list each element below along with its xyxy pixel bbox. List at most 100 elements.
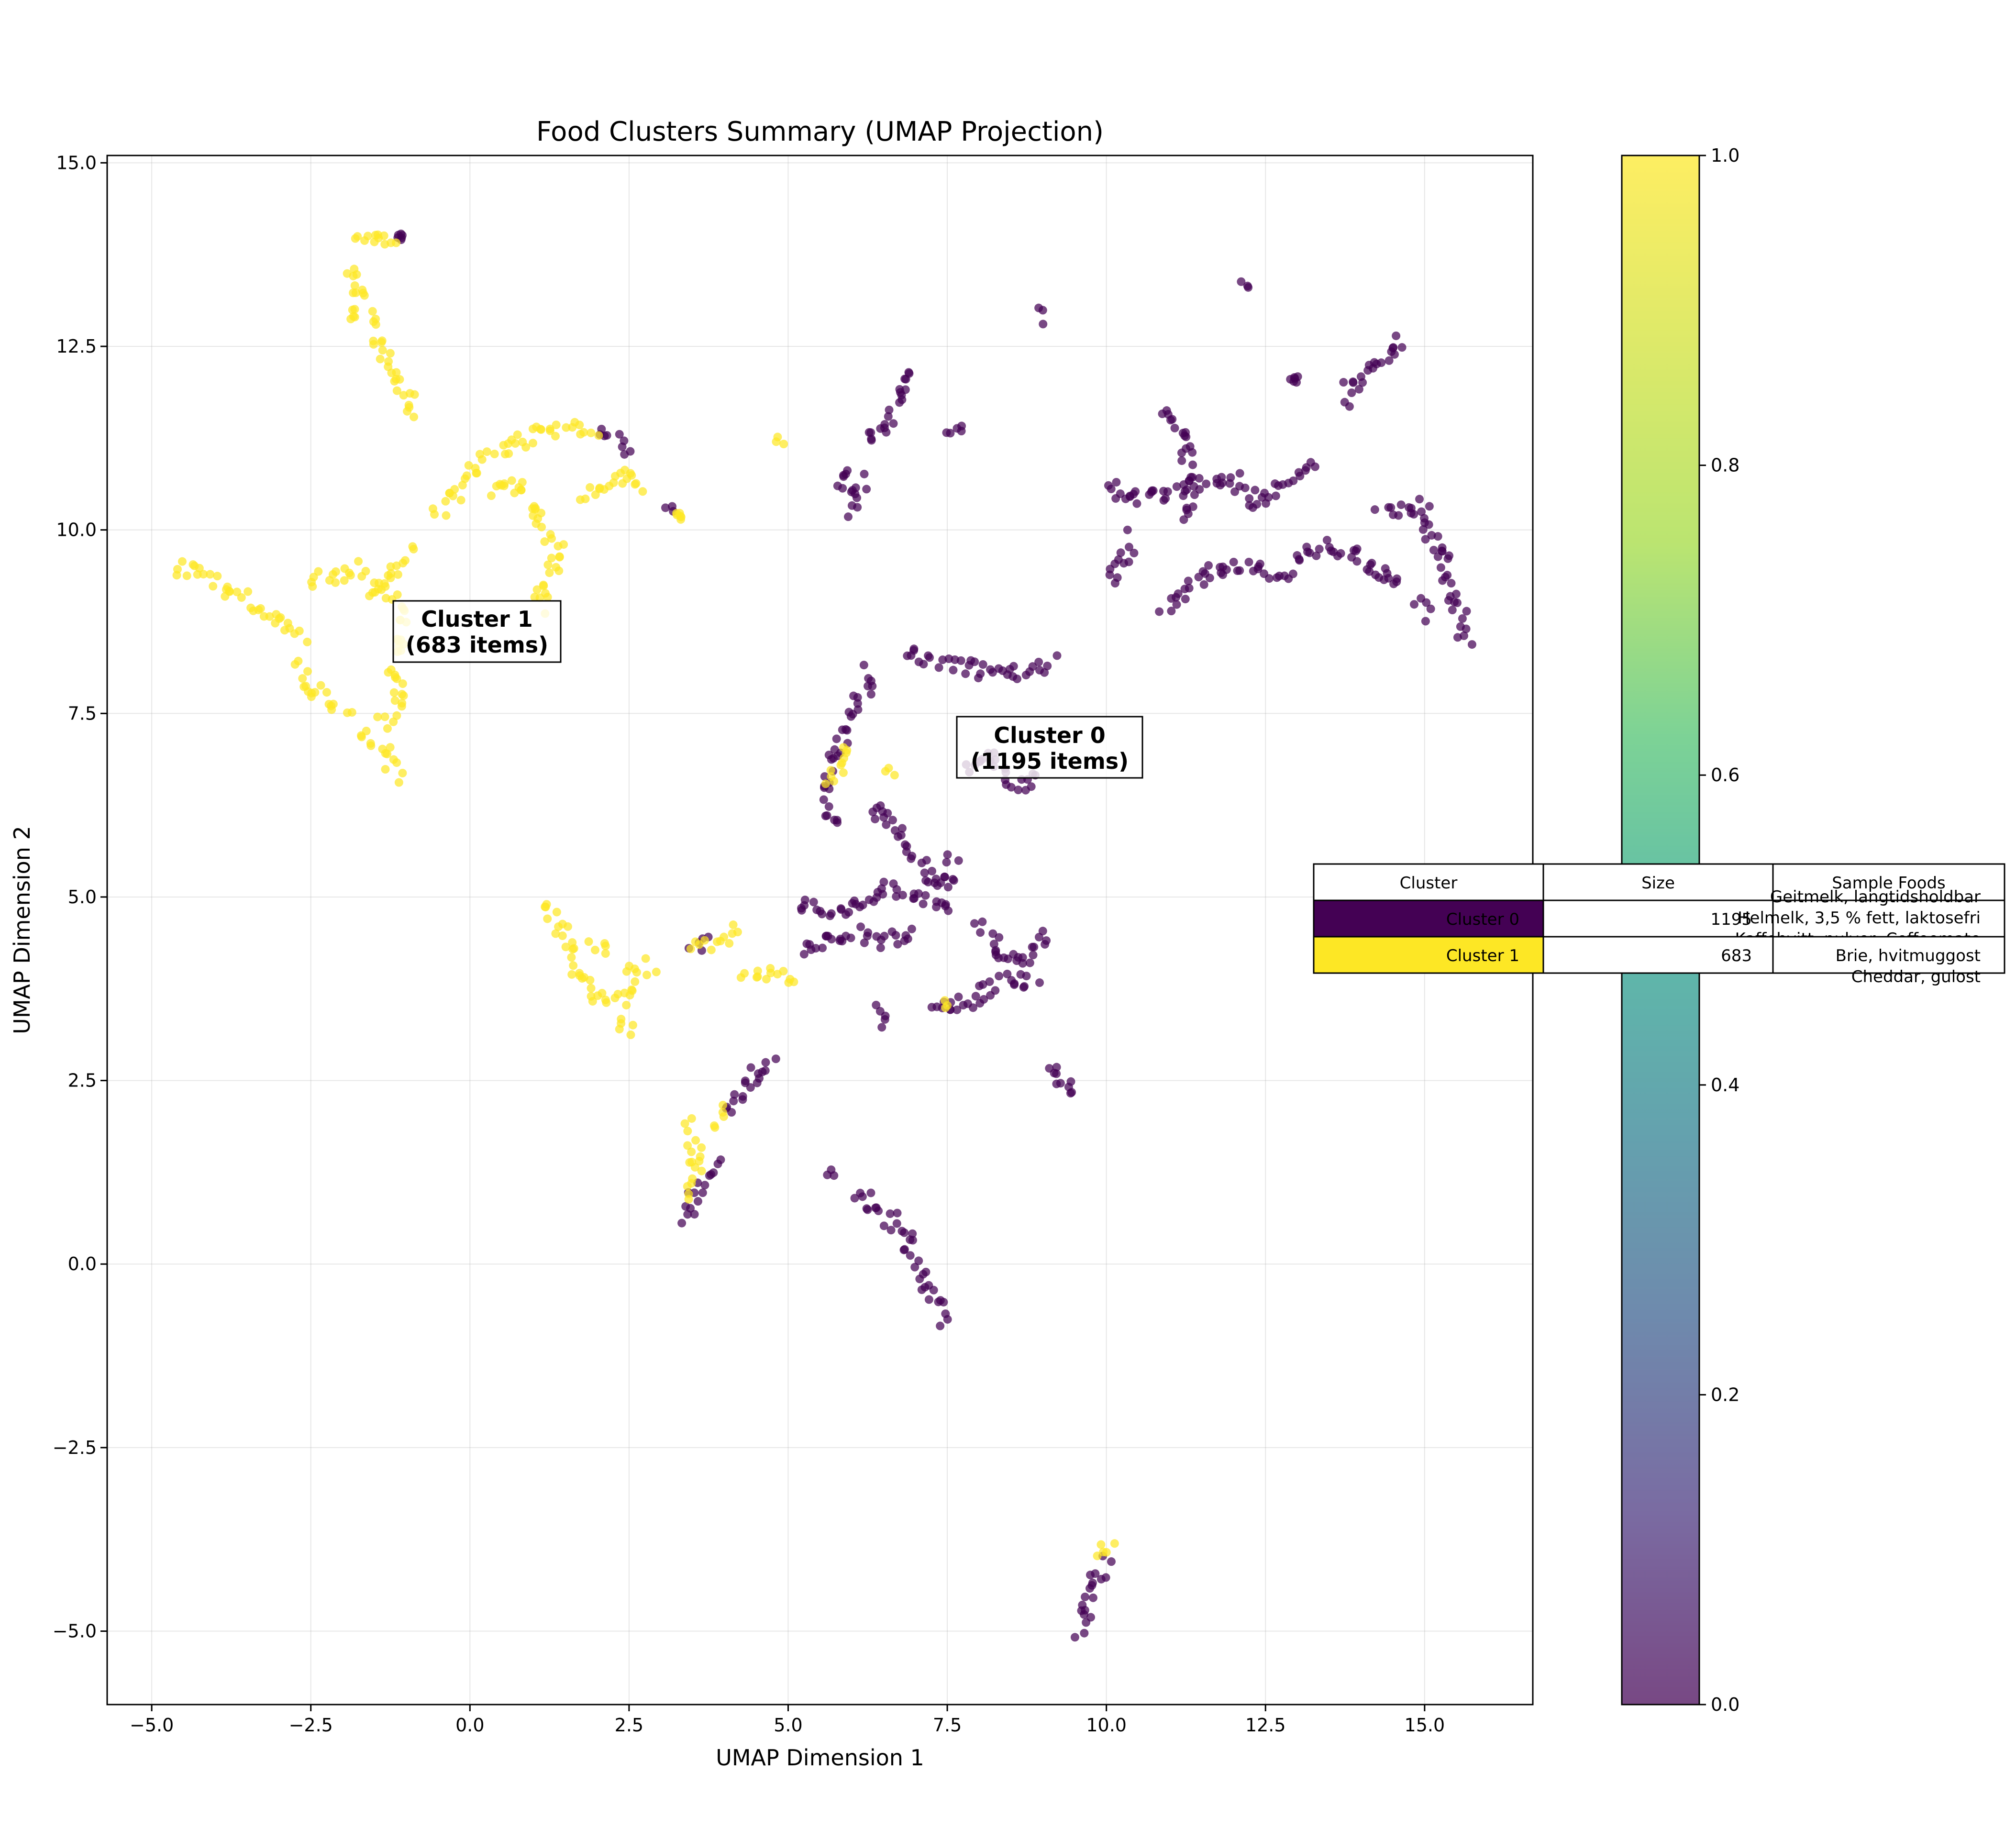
- data-point: [1052, 1079, 1061, 1088]
- data-point: [995, 933, 1004, 942]
- data-point: [862, 1204, 871, 1213]
- data-point: [736, 973, 745, 982]
- data-point: [928, 866, 937, 875]
- data-point: [275, 614, 284, 623]
- data-point: [1029, 951, 1038, 960]
- data-point: [448, 491, 457, 500]
- data-point: [381, 765, 390, 774]
- table-header-cell: [1313, 863, 1544, 901]
- data-point: [568, 423, 577, 432]
- data-point: [568, 945, 577, 954]
- data-point: [752, 973, 761, 982]
- data-point: [896, 388, 905, 397]
- data-point: [552, 908, 561, 917]
- data-point: [376, 355, 385, 364]
- data-point: [1392, 574, 1401, 583]
- data-point: [1310, 462, 1319, 471]
- data-point: [1345, 402, 1354, 411]
- data-point: [513, 430, 522, 439]
- data-point: [387, 569, 396, 578]
- table-header-cell: [1772, 863, 2005, 901]
- data-point: [394, 778, 403, 787]
- data-point: [391, 673, 400, 682]
- data-point: [1188, 448, 1197, 457]
- data-point: [1180, 487, 1189, 496]
- data-point: [328, 570, 337, 579]
- data-point: [1121, 494, 1130, 503]
- data-point: [709, 1168, 718, 1177]
- data-point: [1107, 484, 1116, 493]
- data-point: [919, 899, 928, 908]
- data-point: [719, 1100, 728, 1109]
- data-point: [818, 943, 827, 953]
- data-point: [182, 571, 191, 580]
- data-point: [1116, 548, 1125, 557]
- data-point: [569, 961, 578, 970]
- data-point: [256, 604, 265, 613]
- data-point: [866, 690, 875, 699]
- data-point: [978, 660, 987, 669]
- data-point: [929, 1285, 938, 1295]
- data-point: [1436, 563, 1445, 572]
- data-point: [1302, 543, 1311, 552]
- colorbar-tick-label: 0.0: [1711, 1694, 1739, 1715]
- data-point: [601, 942, 610, 951]
- data-point: [1322, 535, 1331, 544]
- data-point: [970, 657, 979, 666]
- data-point: [976, 928, 985, 937]
- data-point: [1147, 486, 1156, 495]
- data-point: [1009, 662, 1018, 671]
- data-point: [195, 564, 204, 573]
- data-point: [826, 766, 835, 775]
- x-tick-label: 7.5: [933, 1715, 962, 1736]
- data-point: [500, 479, 509, 488]
- data-point: [368, 307, 377, 316]
- data-point: [866, 1188, 875, 1197]
- data-point: [1182, 432, 1191, 442]
- data-point: [1293, 551, 1302, 560]
- data-point: [641, 954, 650, 963]
- data-point: [528, 439, 537, 448]
- table-row: Cluster 1 683 Brie, hvitmuggost Cheddar,…: [1313, 936, 2005, 986]
- data-point: [628, 986, 637, 995]
- data-point: [1013, 675, 1021, 684]
- data-point: [379, 231, 388, 240]
- data-point: [1407, 509, 1416, 518]
- data-point: [842, 748, 851, 757]
- data-point: [934, 1297, 943, 1307]
- data-point: [900, 840, 909, 849]
- data-point: [685, 1158, 694, 1167]
- data-point: [921, 891, 930, 900]
- data-point: [1170, 423, 1179, 432]
- data-point: [697, 1143, 706, 1152]
- data-point: [543, 593, 552, 602]
- data-point: [594, 431, 603, 440]
- data-point: [933, 881, 942, 890]
- data-point: [819, 795, 828, 804]
- data-point: [555, 552, 564, 561]
- data-point: [942, 858, 951, 867]
- data-point: [842, 726, 852, 735]
- data-point: [872, 893, 881, 902]
- data-point: [871, 814, 880, 823]
- data-point: [961, 669, 970, 678]
- data-point: [907, 854, 916, 863]
- data-point: [350, 265, 359, 274]
- data-point: [1040, 668, 1049, 677]
- colorbar-tick-label: 0.2: [1711, 1384, 1739, 1405]
- data-point: [940, 872, 949, 881]
- data-point: [499, 441, 508, 450]
- data-point: [1415, 495, 1424, 504]
- data-point: [1456, 622, 1465, 631]
- table-cell-cluster: Cluster 1: [1446, 946, 1519, 965]
- data-point: [827, 935, 836, 944]
- data-point: [381, 749, 390, 758]
- data-point: [884, 412, 893, 421]
- y-tick-label: 0.0: [68, 1253, 97, 1274]
- data-point: [687, 1179, 696, 1188]
- data-point: [761, 1058, 770, 1067]
- data-point: [1052, 651, 1062, 660]
- data-point: [371, 320, 380, 329]
- data-point: [805, 940, 814, 949]
- y-tick-label: −2.5: [53, 1437, 97, 1458]
